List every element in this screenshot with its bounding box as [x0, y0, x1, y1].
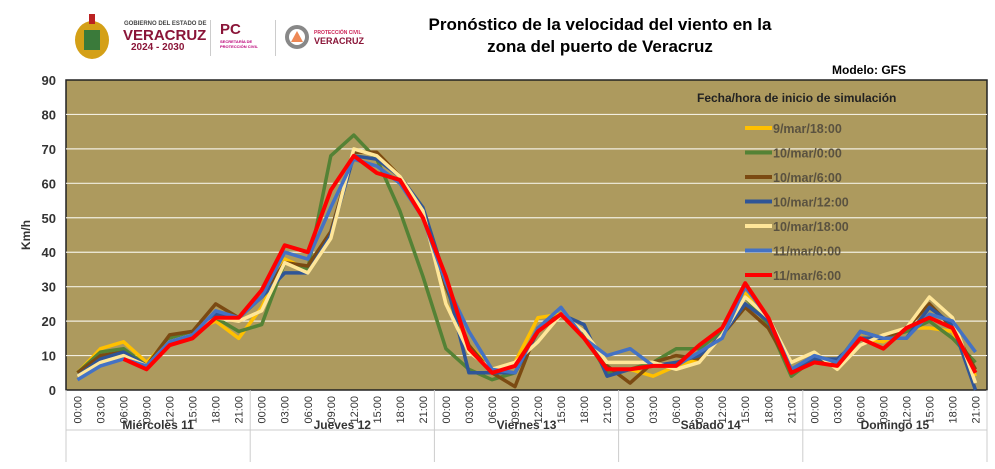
x-tick-label: 03:00 [832, 396, 844, 424]
x-tick-label: 15:00 [740, 396, 752, 424]
series-line-11-mar-6-00 [122, 153, 978, 375]
y-tick-label: 40 [42, 245, 56, 260]
legend-label: 11/mar/0:00 [773, 245, 841, 259]
x-tick-label: 12:00 [717, 396, 729, 424]
x-tick-label: 21:00 [234, 396, 246, 424]
chart-title-line1: Pronóstico de la velocidad del viento en… [428, 15, 772, 34]
x-tick-label: 03:00 [464, 396, 476, 424]
y-tick-label: 10 [42, 349, 56, 364]
logo-pc-sub: SECRETARÍA DE PROTECCIÓN CIVIL [220, 39, 259, 49]
legend-label: 10/mar/18:00 [773, 220, 849, 234]
legend-label: 10/mar/0:00 [773, 147, 842, 161]
x-tick-label: 18:00 [763, 396, 775, 424]
day-label: Miércoles 11 [122, 418, 194, 432]
x-tick-label: 09:00 [142, 396, 154, 424]
day-label: Jueves 12 [314, 418, 372, 432]
x-tick-label: 09:00 [326, 396, 338, 424]
x-tick-label: 12:00 [349, 396, 361, 424]
y-tick-label: 60 [42, 176, 56, 191]
x-tick-label: 21:00 [602, 396, 614, 424]
veracruz-coat-of-arms-icon [75, 14, 109, 59]
y-tick-label: 70 [42, 142, 56, 157]
x-tick-label: 21:00 [786, 396, 798, 424]
x-tick-label: 09:00 [694, 396, 706, 424]
logos: GOBIERNO DEL ESTADO DE VERACRUZ 2024 - 2… [72, 12, 372, 62]
x-tick-label: 00:00 [625, 396, 637, 424]
x-tick-label: 06:00 [119, 396, 131, 424]
x-tick-label: 15:00 [372, 396, 384, 424]
logo-gov-line2: VERACRUZ [123, 27, 207, 44]
x-tick-label: 03:00 [280, 396, 292, 424]
x-tick-label: 06:00 [487, 396, 499, 424]
x-tick-label: 18:00 [395, 396, 407, 424]
x-tick-label: 03:00 [648, 396, 660, 424]
x-tick-label: 18:00 [947, 396, 959, 424]
logo-pc: PC [220, 21, 241, 38]
y-tick-label: 80 [42, 107, 56, 122]
legend-label: 10/mar/12:00 [773, 196, 849, 210]
x-tick-label: 00:00 [73, 396, 85, 424]
day-label: Sábado 14 [681, 418, 741, 432]
x-tick-label: 06:00 [855, 396, 867, 424]
x-tick-label: 09:00 [510, 396, 522, 424]
y-axis-label: Km/h [19, 220, 33, 250]
x-tick-label: 06:00 [303, 396, 315, 424]
x-tick-label: 12:00 [901, 396, 913, 424]
x-tick-label: 06:00 [671, 396, 683, 424]
x-tick-label: 12:00 [165, 396, 177, 424]
legend-label: 11/mar/6:00 [773, 269, 841, 283]
logo-pcv-line1: PROTECCIÓN CIVIL [314, 30, 362, 36]
x-tick-label: 21:00 [418, 396, 430, 424]
x-tick-label: 21:00 [970, 396, 982, 424]
x-tick-label: 12:00 [533, 396, 545, 424]
y-tick-label: 0 [49, 383, 56, 398]
legend-label: 9/mar/18:00 [773, 122, 842, 136]
y-tick-label: 90 [42, 73, 56, 88]
x-tick-label: 00:00 [257, 396, 269, 424]
chart-title-line2: zona del puerto de Veracruz [487, 37, 713, 56]
y-tick-label: 30 [42, 280, 56, 295]
logo-gov-line3: 2024 - 2030 [131, 42, 185, 53]
x-tick-label: 00:00 [441, 396, 453, 424]
x-tick-label: 18:00 [211, 396, 223, 424]
y-tick-label: 20 [42, 314, 56, 329]
logo-pcv-line2: VERACRUZ [314, 36, 365, 46]
x-tick-label: 15:00 [556, 396, 568, 424]
day-label: Viernes 13 [497, 418, 557, 432]
proteccion-civil-icon [285, 25, 309, 49]
model-label: Modelo: GFS [832, 63, 906, 77]
day-label: Domingo 15 [861, 418, 930, 432]
x-tick-label: 18:00 [579, 396, 591, 424]
legend-title: Fecha/hora de inicio de simulación [697, 91, 896, 105]
x-tick-label: 00:00 [809, 396, 821, 424]
x-tick-label: 03:00 [96, 396, 108, 424]
logo-gov-line1: GOBIERNO DEL ESTADO DE [124, 21, 207, 27]
legend-label: 10/mar/6:00 [773, 171, 842, 185]
x-tick-label: 15:00 [188, 396, 200, 424]
chart-title: Pronóstico de la velocidad del viento en… [380, 14, 820, 58]
y-tick-label: 50 [42, 211, 56, 226]
x-tick-label: 09:00 [878, 396, 890, 424]
x-tick-label: 15:00 [924, 396, 936, 424]
